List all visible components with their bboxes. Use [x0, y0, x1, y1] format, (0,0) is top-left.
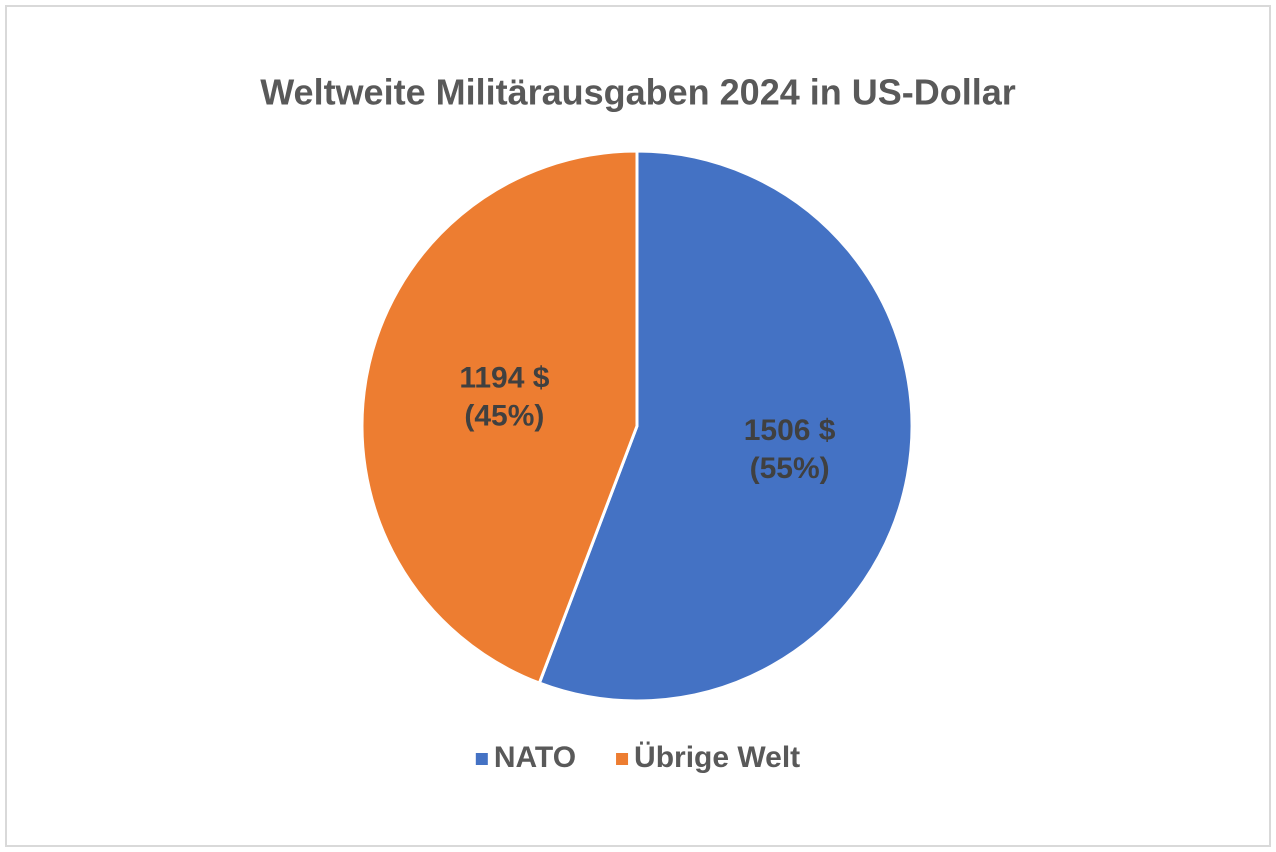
pie-slice	[360, 149, 639, 686]
data-label: 1506 $	[744, 414, 836, 447]
percent-label: (45%)	[464, 400, 544, 433]
legend-swatch	[616, 753, 629, 765]
legend-swatch	[475, 753, 488, 765]
legend-label: Übrige Welt	[634, 741, 800, 774]
data-label: 1194 $	[459, 362, 549, 395]
percent-label: (55%)	[750, 452, 830, 485]
legend-label: NATO	[494, 741, 576, 774]
chart-title: Weltweite Militärausgaben 2024 in US-Dol…	[260, 72, 1016, 113]
pie-slice	[537, 149, 914, 703]
